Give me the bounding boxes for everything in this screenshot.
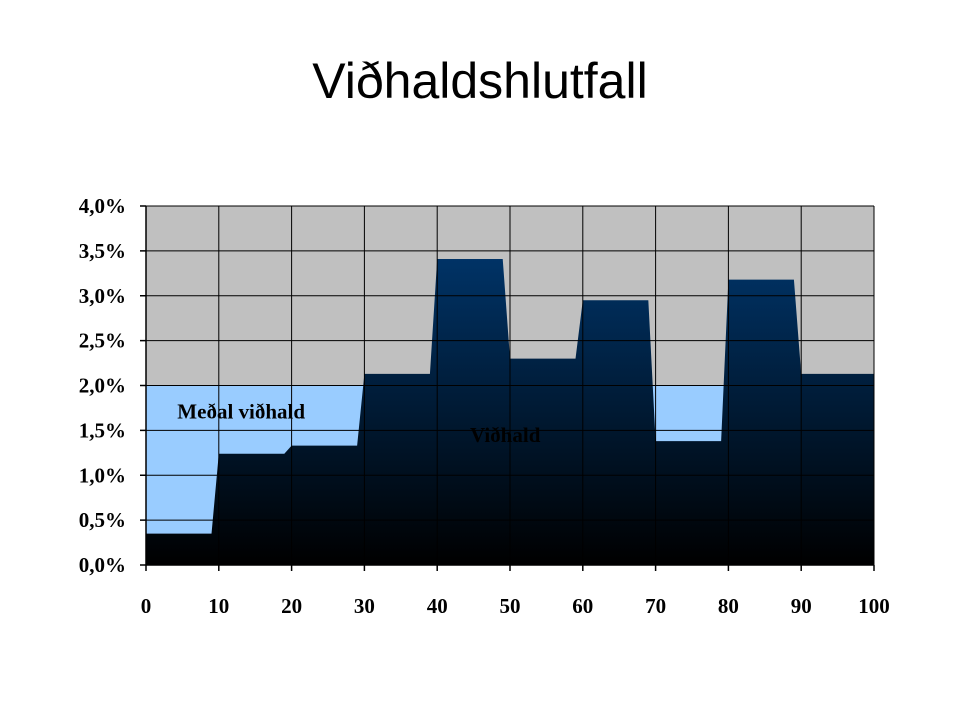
y-tick-label: 4,0% (79, 194, 126, 218)
y-tick-label: 2,5% (79, 329, 126, 353)
x-tick-label: 60 (572, 594, 593, 618)
slide-title: Viðhaldshlutfall (312, 53, 648, 109)
y-tick-label: 3,0% (79, 284, 126, 308)
series-label-viðhald: Viðhald (470, 423, 541, 447)
x-tick-label: 100 (858, 594, 890, 618)
x-tick-label: 10 (208, 594, 229, 618)
y-tick-label: 0,5% (79, 508, 126, 532)
x-tick-label: 90 (791, 594, 812, 618)
x-tick-label: 40 (427, 594, 448, 618)
y-tick-label: 1,5% (79, 418, 126, 442)
x-tick-label: 50 (500, 594, 521, 618)
y-tick-label: 0,0% (79, 553, 126, 577)
x-tick-label: 80 (718, 594, 739, 618)
y-tick-label: 1,0% (79, 463, 126, 487)
x-tick-label: 70 (645, 594, 666, 618)
x-tick-label: 20 (281, 594, 302, 618)
x-tick-label: 30 (354, 594, 375, 618)
x-tick-label: 0 (141, 594, 152, 618)
y-tick-label: 3,5% (79, 239, 126, 263)
series-label-meðal-viðhald: Meðal viðhald (177, 400, 305, 424)
y-tick-label: 2,0% (79, 374, 126, 398)
